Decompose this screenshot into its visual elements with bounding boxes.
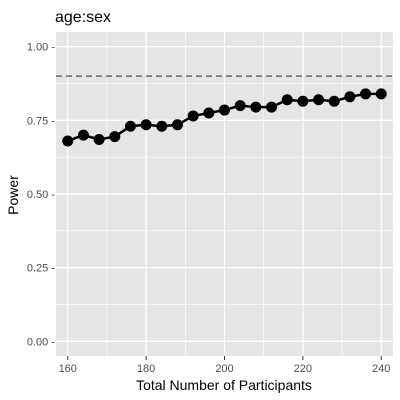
data-point	[328, 95, 340, 107]
data-point	[297, 95, 309, 107]
x-axis-ticks: 160 180 200 220 240	[59, 356, 390, 375]
x-tick-label: 240	[372, 363, 390, 375]
y-tick-label: 0.25 -	[27, 263, 55, 275]
y-axis-ticks: 0.00 - 0.25 - 0.50 - 0.75 - 1.00 -	[27, 42, 55, 349]
power-data-points	[62, 88, 387, 147]
data-point	[234, 100, 246, 112]
data-point	[124, 120, 136, 132]
x-tick-label: 160	[59, 363, 77, 375]
x-axis-title: Total Number of Participants	[136, 377, 312, 393]
data-point	[344, 91, 356, 103]
chart-title: age:sex	[55, 9, 111, 26]
data-point	[360, 88, 372, 100]
y-tick-label: 0.75 -	[27, 115, 55, 127]
x-tick-label: 180	[137, 363, 155, 375]
data-point	[281, 94, 293, 106]
major-gridlines	[56, 32, 393, 356]
data-point	[171, 119, 183, 131]
data-point	[375, 88, 387, 100]
x-tick-label: 200	[215, 363, 233, 375]
x-tick-label: 220	[294, 363, 312, 375]
data-point	[77, 129, 89, 141]
data-point	[109, 131, 121, 143]
data-point	[93, 134, 105, 146]
data-point	[203, 107, 215, 119]
data-point	[187, 110, 199, 122]
y-tick-label: 1.00 -	[27, 42, 55, 54]
y-tick-label: 0.50 -	[27, 189, 55, 201]
data-point	[219, 104, 230, 116]
data-point	[62, 135, 74, 147]
data-point	[140, 119, 152, 131]
data-point	[313, 94, 325, 106]
y-tick-label: 0.00 -	[27, 336, 55, 348]
y-axis-title: Power	[5, 175, 21, 215]
data-point	[156, 120, 168, 132]
data-point	[250, 101, 262, 113]
data-point	[266, 101, 278, 113]
